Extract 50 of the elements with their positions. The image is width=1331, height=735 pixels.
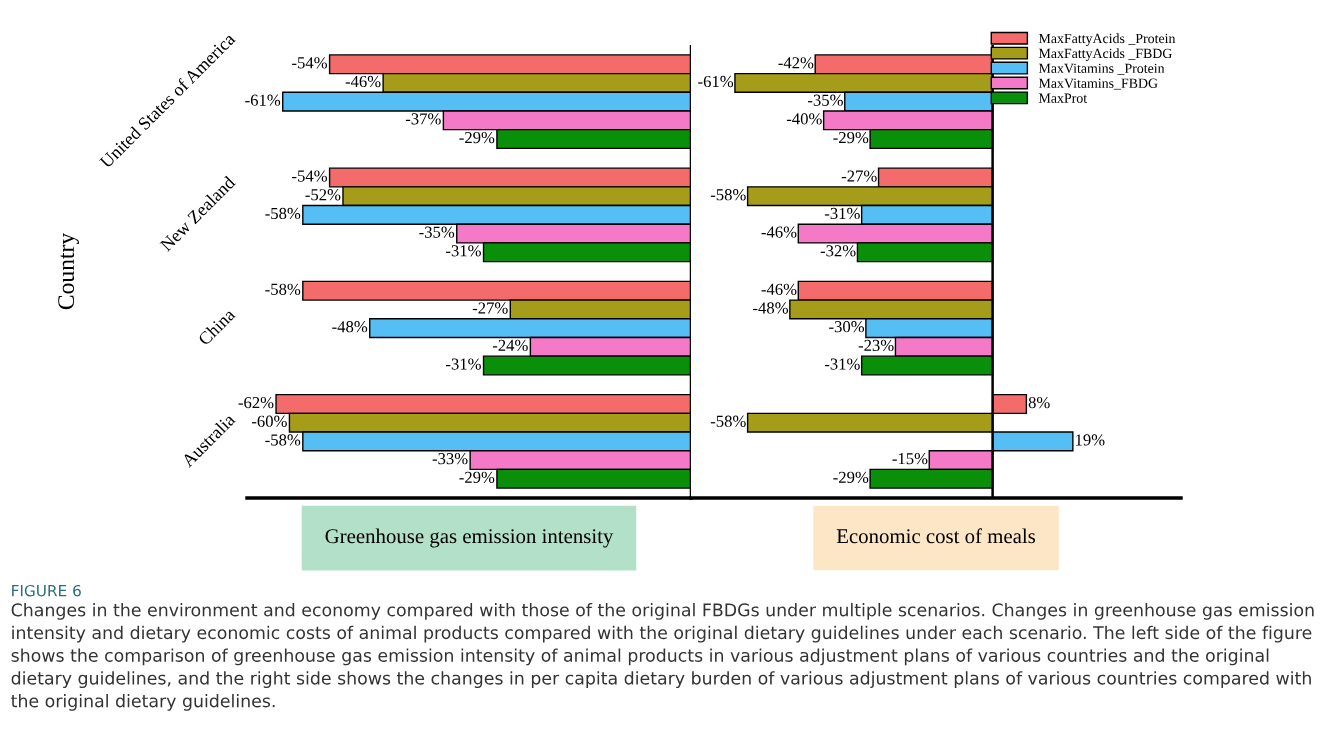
data-label: -62% <box>238 396 274 409</box>
data-label: -23% <box>858 339 894 352</box>
data-label: -48% <box>753 302 789 314</box>
data-label: -58% <box>710 415 746 427</box>
data-label: -15% <box>892 452 928 465</box>
data-label: -58% <box>265 283 301 295</box>
data-label: -54% <box>292 170 328 182</box>
data-label: -31% <box>824 207 860 220</box>
data-label: -35% <box>808 94 843 106</box>
legend-label: MaxVitamins_FBDG <box>1038 78 1158 90</box>
data-label: -35% <box>419 226 455 238</box>
data-label: -58% <box>265 207 301 220</box>
data-label: -31% <box>446 245 481 257</box>
data-label: -46% <box>761 226 797 238</box>
data-label: -27% <box>841 170 877 182</box>
caption: FIGURE 6 <box>12 584 81 597</box>
x-axis-title: Greenhouse gas emission intensity <box>325 528 614 548</box>
data-label: 8% <box>1028 396 1050 409</box>
legend-label: MaxVitamins _Protein <box>1038 63 1165 75</box>
legend-label: MaxFattyAcids _FBDG <box>1038 48 1172 61</box>
data-label: -46% <box>345 75 381 88</box>
y-axis-title: Country <box>58 232 79 310</box>
data-label: -60% <box>251 415 287 427</box>
data-label: -52% <box>305 189 341 201</box>
data-label: -33% <box>432 452 468 465</box>
data-label: -54% <box>292 57 328 69</box>
data-label: -29% <box>833 131 869 144</box>
data-label: -29% <box>833 471 869 483</box>
data-label: -58% <box>265 434 301 446</box>
data-label: -29% <box>459 471 495 483</box>
data-label: -32% <box>820 245 856 257</box>
data-label: -29% <box>459 131 495 144</box>
data-label: -48% <box>332 321 368 333</box>
x-axis-title: Economic cost of meals <box>836 528 1036 544</box>
data-label: -30% <box>829 321 865 333</box>
data-label: -27% <box>472 302 508 314</box>
data-label: -37% <box>405 113 441 125</box>
legend-label: MaxProt <box>1038 93 1088 103</box>
data-label: -46% <box>761 283 797 295</box>
data-label: -31% <box>824 358 860 370</box>
data-label: -40% <box>786 113 822 125</box>
data-label: -58% <box>710 189 746 201</box>
data-label: -61% <box>698 75 734 88</box>
data-label: 19% <box>1076 434 1105 446</box>
text: Changes in the environment and economy compared with those of the original FBDGs under multiple scenarios. Changes in greenhouse gas emission intensity and dietary economic costs of animal products compared with the original dietary guidelines under each scenario. The left side of the figure shows the comparison of greenhouse gas emission intensity of animal products in various adjustment plans of various countries and the original dietary guidelines, and the right side shows the changes in per capita dietary burden of various adjustment plans of various countries compared with the original dietary guidelines. <box>11 603 1314 711</box>
data-label: -24% <box>492 339 528 352</box>
data-label: -61% <box>245 94 281 106</box>
legend-label: MaxFattyAcids _Protein <box>1038 33 1176 46</box>
data-label: -31% <box>446 358 481 370</box>
data-label: -42% <box>778 57 814 69</box>
